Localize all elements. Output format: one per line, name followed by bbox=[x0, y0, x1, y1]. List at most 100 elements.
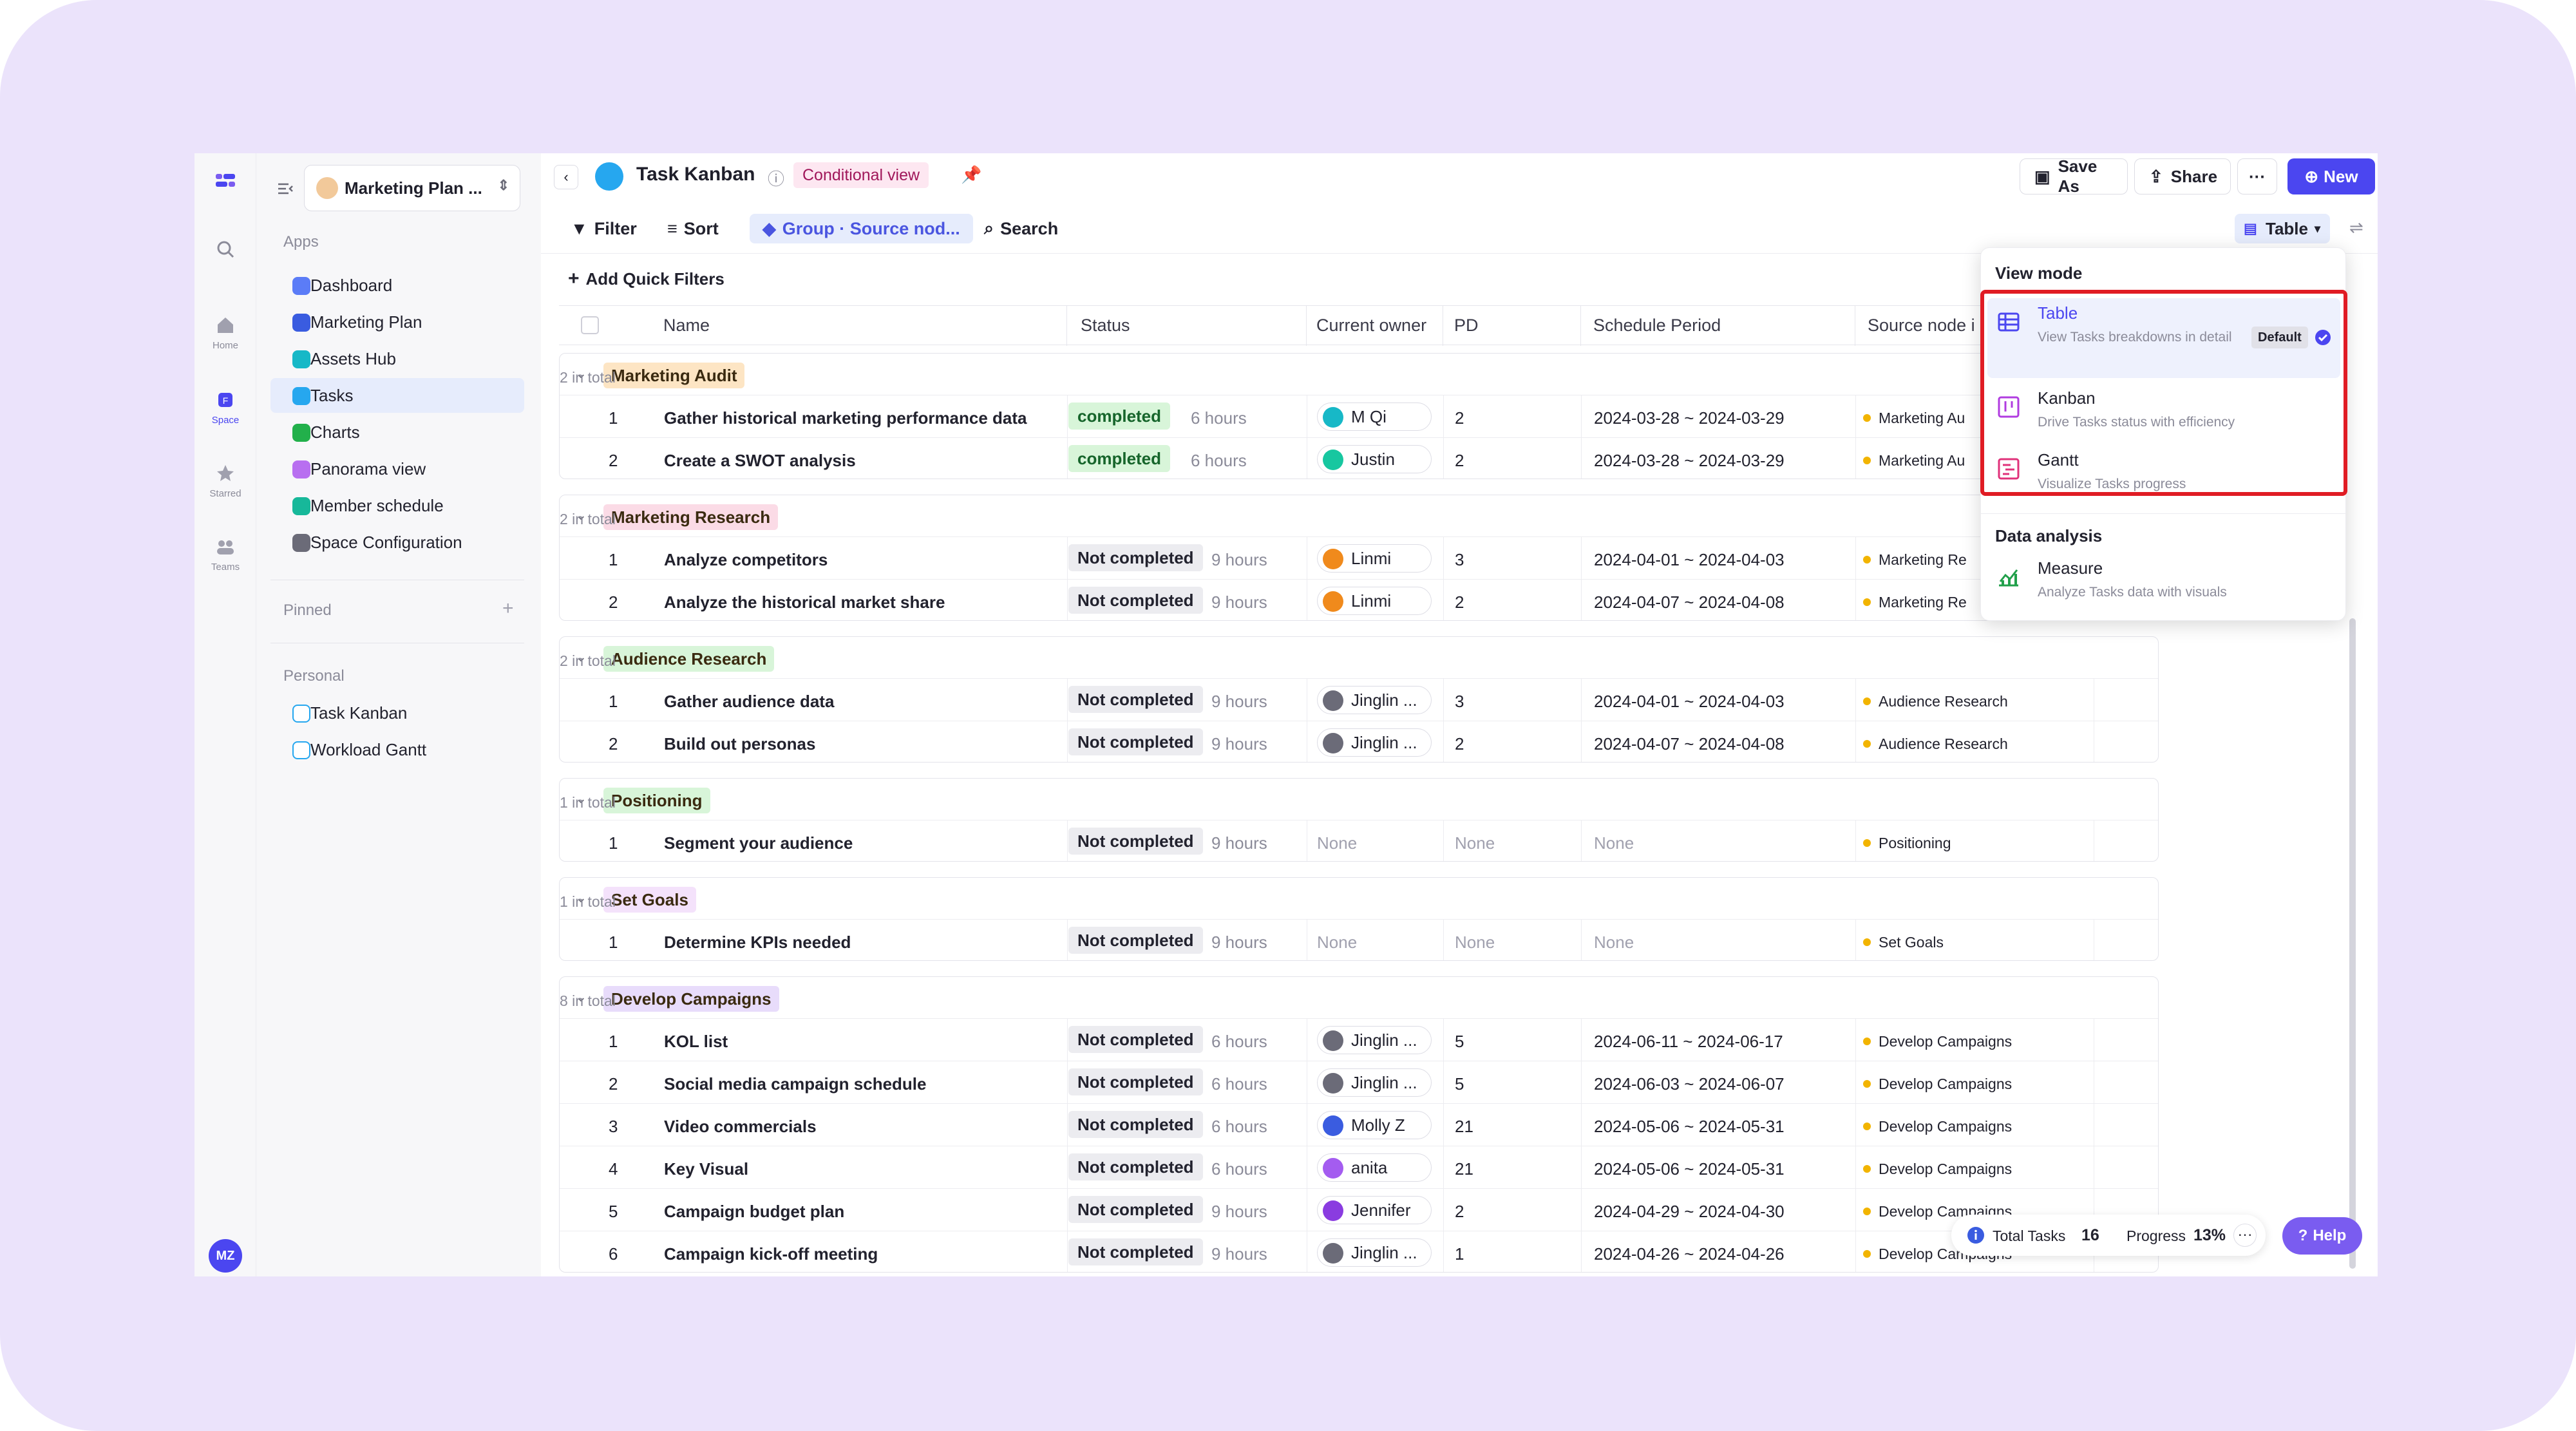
column-header-current-owner[interactable]: Current owner bbox=[1316, 316, 1427, 335]
chevron-down-icon[interactable]: ⌄ bbox=[575, 365, 587, 381]
settings-sliders-icon[interactable]: ⇌ bbox=[2349, 218, 2363, 237]
sort-button[interactable]: ≡ Sort bbox=[667, 215, 719, 242]
owner-chip[interactable]: Jinglin ... bbox=[1317, 1026, 1432, 1054]
status-badge[interactable]: completed bbox=[1068, 403, 1171, 430]
pd-value[interactable]: 5 bbox=[1455, 1032, 1464, 1051]
add-pinned-icon[interactable]: + bbox=[502, 598, 514, 619]
task-name[interactable]: Analyze the historical market share bbox=[664, 592, 945, 612]
group-header[interactable]: ⌄ Positioning 1 in total bbox=[560, 779, 2158, 820]
schedule-period[interactable]: 2024-04-01 ~ 2024-04-03 bbox=[1594, 550, 1785, 569]
pd-value[interactable]: 3 bbox=[1455, 692, 1464, 711]
workspace-selector[interactable]: Marketing Plan ... ⇕ bbox=[304, 165, 520, 211]
group-header[interactable]: ⌄ Marketing Audit 2 in total bbox=[560, 354, 2158, 395]
pd-value[interactable]: 2 bbox=[1455, 451, 1464, 470]
schedule-period[interactable]: 2024-05-06 ~ 2024-05-31 bbox=[1594, 1159, 1785, 1179]
schedule-period[interactable]: 2024-04-07 ~ 2024-04-08 bbox=[1594, 592, 1785, 612]
sidebar-item-member-schedule[interactable]: Member schedule bbox=[270, 488, 524, 523]
task-name[interactable]: Campaign budget plan bbox=[664, 1202, 845, 1221]
view-mode-button[interactable]: ▤ Table ▾ bbox=[2235, 214, 2330, 243]
task-name[interactable]: Campaign kick-off meeting bbox=[664, 1244, 878, 1264]
info-icon[interactable]: ⓘ bbox=[768, 169, 785, 189]
pd-value[interactable]: None bbox=[1455, 933, 1495, 952]
rail-home[interactable]: Home bbox=[194, 314, 256, 351]
group-header[interactable]: ⌄ Set Goals 1 in total bbox=[560, 878, 2158, 919]
owner-chip[interactable]: Molly Z bbox=[1317, 1111, 1432, 1139]
more-icon[interactable]: ··· bbox=[2233, 1224, 2257, 1247]
rail-space[interactable]: F Space bbox=[194, 389, 256, 426]
pd-value[interactable]: 5 bbox=[1455, 1074, 1464, 1094]
chevron-down-icon[interactable]: ⌄ bbox=[575, 989, 587, 1005]
rail-starred[interactable]: Starred bbox=[194, 462, 256, 499]
pin-icon[interactable]: 📌 bbox=[961, 165, 982, 184]
back-button[interactable]: ‹ bbox=[554, 165, 578, 189]
sidebar-item-task-kanban[interactable]: Task Kanban bbox=[270, 696, 524, 730]
task-name[interactable]: Gather audience data bbox=[664, 692, 835, 711]
status-badge[interactable]: Not completed bbox=[1068, 1111, 1203, 1138]
sidebar-item-dashboard[interactable]: Dashboard bbox=[270, 268, 524, 303]
schedule-period[interactable]: 2024-04-07 ~ 2024-04-08 bbox=[1594, 734, 1785, 753]
owner-chip[interactable]: Jinglin ... bbox=[1317, 728, 1432, 757]
task-name[interactable]: Build out personas bbox=[664, 734, 816, 753]
column-header-name[interactable]: Name bbox=[663, 316, 710, 335]
column-header-pd[interactable]: PD bbox=[1454, 316, 1479, 335]
schedule-period[interactable]: 2024-04-29 ~ 2024-04-30 bbox=[1594, 1202, 1785, 1221]
rail-teams[interactable]: Teams bbox=[194, 536, 256, 573]
table-row[interactable]: 1 Segment your audience Not completed 9 hou… bbox=[560, 820, 2158, 861]
source-node[interactable]: Develop Campaigns bbox=[1863, 1076, 2012, 1093]
group-header[interactable]: ⌄ Marketing Research 2 in total bbox=[560, 495, 2158, 536]
status-badge[interactable]: completed bbox=[1068, 445, 1171, 472]
source-node[interactable]: Marketing Au bbox=[1863, 410, 1965, 427]
conditional-view-badge[interactable]: Conditional view bbox=[793, 162, 929, 188]
source-node[interactable]: Develop Campaigns bbox=[1863, 1118, 2012, 1135]
chevron-down-icon[interactable]: ⌄ bbox=[575, 889, 587, 905]
task-name[interactable]: Key Visual bbox=[664, 1159, 749, 1179]
schedule-period[interactable]: 2024-06-11 ~ 2024-06-17 bbox=[1594, 1032, 1783, 1051]
table-row[interactable]: 1 Gather historical marketing performance… bbox=[560, 395, 2158, 438]
status-badge[interactable]: Not completed bbox=[1068, 1068, 1203, 1095]
owner-chip[interactable]: M Qi bbox=[1317, 403, 1432, 431]
group-header[interactable]: ⌄ Develop Campaigns 8 in total bbox=[560, 977, 2158, 1018]
select-all-checkbox[interactable] bbox=[581, 316, 599, 334]
owner-chip[interactable]: Justin bbox=[1317, 445, 1432, 473]
schedule-period[interactable]: None bbox=[1594, 933, 1634, 952]
sidebar-item-assets-hub[interactable]: Assets Hub bbox=[270, 341, 524, 376]
status-badge[interactable]: Not completed bbox=[1068, 1026, 1203, 1053]
search-nav[interactable] bbox=[194, 238, 256, 264]
more-button[interactable]: ··· bbox=[2237, 158, 2277, 194]
schedule-period[interactable]: 2024-03-28 ~ 2024-03-29 bbox=[1594, 451, 1785, 470]
table-row[interactable]: 5 Campaign budget plan Not completed 9 hour… bbox=[560, 1188, 2158, 1231]
owner-chip[interactable]: Jinglin ... bbox=[1317, 686, 1432, 714]
status-badge[interactable]: Not completed bbox=[1068, 587, 1203, 614]
group-button[interactable]: ◆ Group · Source nod... bbox=[750, 214, 973, 243]
schedule-period[interactable]: None bbox=[1594, 833, 1634, 853]
owner-chip[interactable]: Jennifer bbox=[1317, 1196, 1432, 1224]
table-row[interactable]: 1 Analyze competitors Not completed 9 hours… bbox=[560, 536, 2158, 580]
task-name[interactable]: KOL list bbox=[664, 1032, 728, 1051]
pd-value[interactable]: 2 bbox=[1455, 592, 1464, 612]
view-option-table[interactable]: Table View Tasks breakdowns in detail De… bbox=[1987, 298, 2340, 378]
owner-chip[interactable]: anita bbox=[1317, 1153, 1432, 1182]
view-option-measure[interactable]: Measure Analyze Tasks data with visuals bbox=[1987, 553, 2340, 615]
pd-value[interactable]: 3 bbox=[1455, 550, 1464, 569]
sidebar-item-space-configuration[interactable]: Space Configuration bbox=[270, 525, 524, 560]
owner-chip[interactable]: Linmi bbox=[1317, 587, 1432, 615]
source-node[interactable]: Marketing Au bbox=[1863, 452, 1965, 469]
schedule-period[interactable]: 2024-05-06 ~ 2024-05-31 bbox=[1594, 1117, 1785, 1136]
table-row[interactable]: 2 Analyze the historical market share Not … bbox=[560, 579, 2158, 620]
task-name[interactable]: Determine KPIs needed bbox=[664, 933, 851, 952]
search-button[interactable]: ⌕ Search bbox=[984, 215, 1058, 242]
status-badge[interactable]: Not completed bbox=[1068, 728, 1203, 755]
column-header-schedule-period[interactable]: Schedule Period bbox=[1593, 316, 1721, 335]
sidebar-item-charts[interactable]: Charts bbox=[270, 415, 524, 450]
view-option-gantt[interactable]: Gantt Visualize Tasks progress bbox=[1987, 445, 2340, 507]
task-name[interactable]: Analyze competitors bbox=[664, 550, 828, 569]
filter-button[interactable]: ▼ Filter bbox=[571, 215, 637, 242]
status-badge[interactable]: Not completed bbox=[1068, 828, 1203, 855]
sidebar-item-tasks[interactable]: Tasks bbox=[270, 378, 524, 413]
chevron-down-icon[interactable]: ⌄ bbox=[575, 507, 587, 523]
share-button[interactable]: ⇪ Share bbox=[2134, 158, 2231, 194]
pd-value[interactable]: None bbox=[1455, 833, 1495, 853]
column-header-status[interactable]: Status bbox=[1081, 316, 1130, 335]
table-row[interactable]: 4 Key Visual Not completed 6 hours anita 21 20… bbox=[560, 1146, 2158, 1189]
collapse-sidebar-icon[interactable] bbox=[276, 179, 295, 198]
